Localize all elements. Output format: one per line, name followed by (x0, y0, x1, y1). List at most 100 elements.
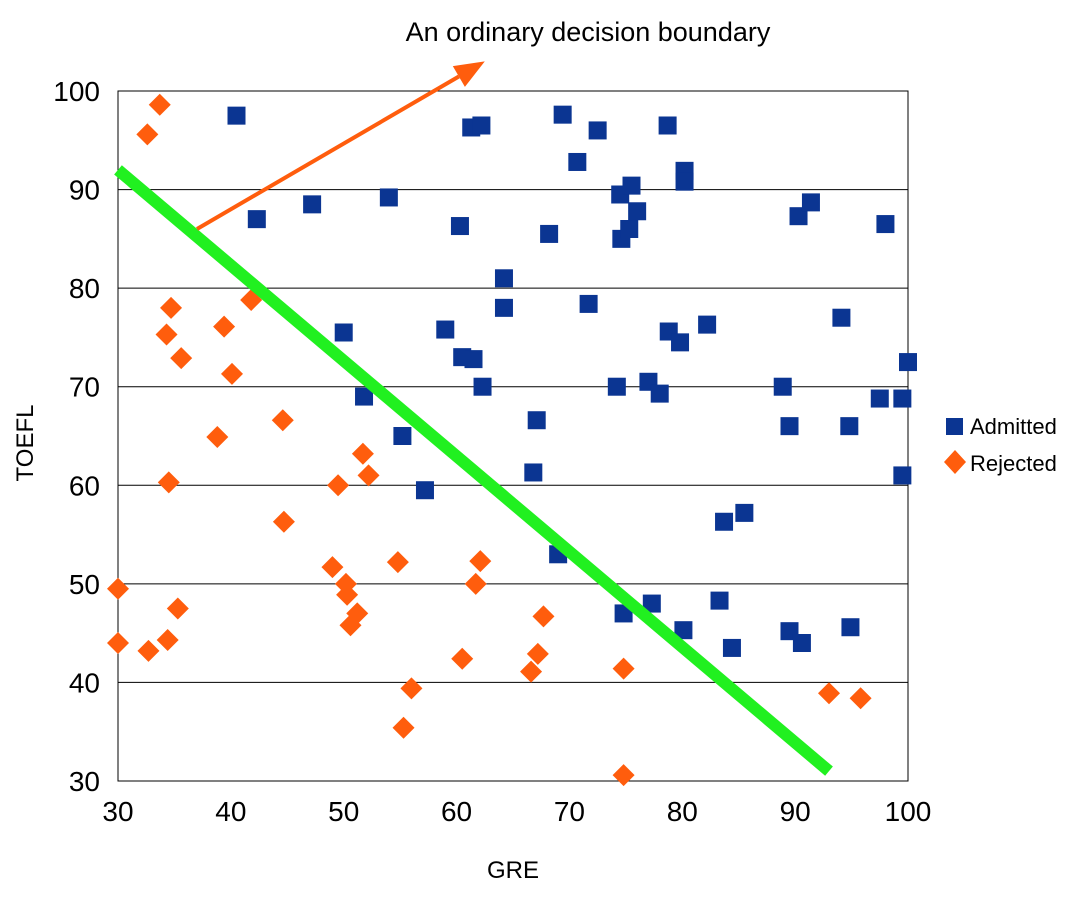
admitted-point (524, 463, 543, 482)
y-tick-label: 60 (69, 470, 100, 501)
admitted-point (540, 224, 559, 243)
rejected-point (155, 323, 178, 346)
admitted-point (674, 621, 693, 640)
admitted-point (780, 417, 799, 436)
x-tick-label: 30 (102, 796, 133, 827)
rejected-point (818, 682, 840, 705)
admitted-point (650, 384, 669, 403)
y-tick-label: 100 (53, 76, 100, 107)
y-tick-label: 70 (69, 372, 100, 403)
admitted-point (658, 116, 677, 135)
admitted-point (735, 503, 754, 522)
plot-frame (117, 90, 909, 782)
rejected-point (526, 642, 549, 665)
rejected-point (400, 677, 423, 700)
admitted-point (789, 207, 808, 226)
admitted-point (841, 618, 860, 637)
rejected-point (137, 639, 160, 662)
admitted-point (494, 298, 513, 317)
x-axis-title: GRE (487, 857, 539, 884)
annotation-arrow-head (452, 61, 485, 87)
legend: Admitted Rejected (944, 414, 1057, 476)
admitted-point (588, 121, 607, 140)
y-tick-label: 50 (69, 569, 100, 600)
admitted-point (893, 389, 912, 408)
admitted-point (579, 294, 598, 313)
rejected-point (170, 347, 193, 370)
admitted-point (607, 377, 626, 396)
x-tick-label: 100 (885, 796, 932, 827)
rejected-point (220, 362, 243, 385)
legend-admitted-label: Admitted (970, 414, 1057, 439)
annotation-arrow-shaft (195, 74, 460, 231)
rejected-point (156, 629, 179, 652)
legend-rejected-swatch (944, 450, 966, 474)
admitted-point (840, 417, 859, 436)
admitted-point (247, 210, 266, 229)
rejected-point (321, 556, 344, 579)
annotation-arrow-layer (195, 61, 485, 231)
admitted-point (473, 377, 492, 396)
rejected-point (107, 632, 129, 654)
rejected-point (271, 409, 294, 432)
rejected-point (327, 474, 350, 497)
admitted-point (773, 377, 792, 396)
rejected-point (386, 551, 409, 574)
rejected-point (166, 597, 189, 620)
admitted-point (527, 411, 546, 430)
x-tick-label: 60 (441, 796, 472, 827)
admitted-point (792, 634, 811, 652)
admitted-point (415, 481, 434, 500)
admitted-point (698, 315, 717, 334)
rejected-point (469, 550, 492, 573)
admitted-point (472, 116, 491, 135)
y-tick-label: 40 (69, 667, 100, 698)
x-tick-label: 50 (328, 796, 359, 827)
admitted-point (715, 512, 734, 531)
admitted-point (568, 152, 587, 171)
tick-labels: 30 40 50 60 70 80 90 100 30 40 50 60 70 80 90 100 (53, 76, 931, 827)
rejected-point (206, 425, 229, 448)
rejected-point (612, 657, 635, 680)
legend-rejected-label: Rejected (970, 451, 1057, 476)
y-axis-title: TOEFL (12, 405, 39, 482)
rejected-point (157, 471, 180, 494)
admitted-point (334, 323, 353, 342)
admitted-point (379, 188, 398, 207)
admitted-point (620, 220, 639, 238)
y-tick-label: 80 (69, 273, 100, 304)
admitted-point (355, 387, 374, 406)
rejected-point (336, 583, 359, 606)
admitted-point (393, 427, 412, 445)
rejected-point (392, 716, 415, 739)
decision-boundary-line (114, 165, 833, 776)
rejected-point (160, 296, 183, 319)
data-points (107, 93, 917, 787)
x-tick-label: 40 (215, 796, 246, 827)
admitted-point (876, 215, 895, 234)
rejected-point (451, 647, 474, 670)
rejected-point (849, 687, 872, 710)
x-tick-label: 70 (554, 796, 585, 827)
admitted-point (628, 202, 647, 221)
admitted-point (832, 308, 851, 327)
admitted-point (436, 320, 455, 339)
admitted-point (722, 638, 741, 657)
admitted-point (464, 350, 483, 369)
rejected-point (148, 93, 171, 116)
legend-admitted-swatch (946, 418, 963, 435)
rejected-point (351, 442, 374, 465)
admitted-point (671, 333, 690, 352)
admitted-point (642, 594, 661, 613)
rejected-point (520, 660, 543, 683)
admitted-point (870, 389, 889, 408)
admitted-point (553, 105, 572, 124)
annotation-text: An ordinary decision boundary (406, 17, 771, 47)
admitted-point (450, 217, 469, 236)
admitted-point (227, 106, 246, 125)
admitted-point (303, 195, 322, 214)
y-tick-label: 30 (69, 766, 100, 797)
rejected-point (346, 602, 369, 625)
admitted-point (494, 269, 513, 288)
